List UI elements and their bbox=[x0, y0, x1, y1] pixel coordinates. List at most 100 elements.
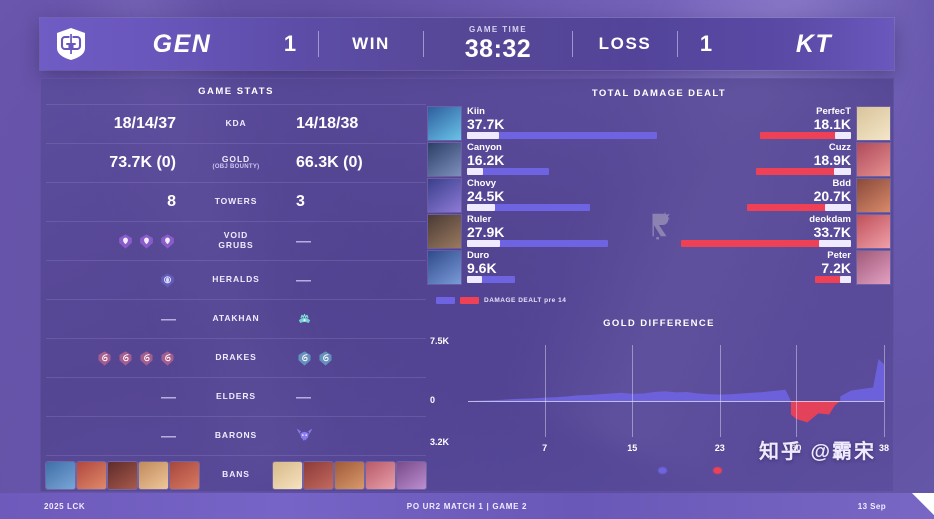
stat-row-heralds: HERALDS — bbox=[46, 261, 426, 300]
damage-row: Cuzz 18.9K bbox=[659, 142, 890, 179]
left-objective-icons bbox=[117, 233, 176, 250]
damage-bar bbox=[746, 204, 851, 211]
stat-right-text: 3 bbox=[296, 193, 305, 210]
game-stats-panel: GAME STATS 18/14/37 KDA 14/18/38 73.7K (0) G… bbox=[46, 86, 426, 495]
stat-left-text: — bbox=[161, 388, 176, 406]
stat-right-value: 3 bbox=[282, 193, 426, 211]
game-time-value: 38:32 bbox=[464, 34, 532, 63]
stat-row-drakes: DRAKES bbox=[46, 339, 426, 378]
damage-legend: DAMAGE DEALT pre 14 bbox=[428, 297, 890, 304]
baron-nashor-icon bbox=[296, 427, 313, 445]
stat-left-text: 8 bbox=[167, 193, 176, 210]
stat-right-value bbox=[282, 350, 426, 367]
damage-bar bbox=[467, 132, 657, 139]
stat-right-text: — bbox=[296, 388, 311, 406]
player-name: Canyon bbox=[467, 142, 502, 153]
x-gridline bbox=[544, 345, 546, 437]
right-team-result: LOSS bbox=[598, 34, 652, 53]
x-axis-tick-label: 15 bbox=[627, 443, 638, 453]
ban-portrait bbox=[108, 461, 137, 489]
player-damage-value: 16.2K bbox=[467, 152, 505, 168]
stat-right-text: 66.3K (0) bbox=[296, 154, 363, 171]
left-team-score: 1 bbox=[283, 31, 297, 56]
gold-difference-title: GOLD DIFFERENCE bbox=[603, 318, 715, 329]
champion-portrait bbox=[428, 107, 461, 140]
drake-icon bbox=[138, 350, 155, 367]
gold-chart-markers bbox=[468, 467, 884, 477]
player-name: Peter bbox=[827, 250, 851, 261]
player-name: Chovy bbox=[467, 178, 497, 189]
rift-herald-icon bbox=[159, 272, 176, 289]
drake-icon bbox=[117, 350, 134, 367]
damage-bar bbox=[467, 168, 549, 175]
y-axis-label-top: 7.5K bbox=[430, 336, 450, 346]
stat-left-value bbox=[46, 272, 190, 289]
footer-bar: 2025 LCK PO UR2 MATCH 1 | GAME 2 13 Sep bbox=[0, 493, 934, 519]
x-gridline bbox=[884, 345, 885, 437]
stat-label: GOLD (OBJ BOUNTY) bbox=[212, 153, 260, 171]
damage-row: Peter 7.2K bbox=[659, 250, 890, 287]
damage-row: Canyon 16.2K bbox=[428, 142, 659, 179]
header-divider bbox=[572, 31, 573, 57]
game-stats-title: GAME STATS bbox=[198, 86, 274, 97]
stat-row-kda: 18/14/37 KDA 14/18/38 bbox=[46, 104, 426, 144]
legend-swatch-blue bbox=[436, 297, 455, 304]
stat-label: BARONS bbox=[214, 430, 258, 441]
stat-row-void-grubs: VOID GRUBS — bbox=[46, 222, 426, 261]
champion-portrait bbox=[857, 251, 890, 284]
gold-chart-plot-area: 7 15 23 30 38 bbox=[468, 339, 889, 453]
stats-card: GAME STATS 18/14/37 KDA 14/18/38 73.7K (0) G… bbox=[40, 78, 894, 495]
y-axis-label-zero: 0 bbox=[430, 395, 436, 405]
damage-bar-pre14-segment bbox=[467, 240, 501, 247]
ban-portrait bbox=[77, 461, 106, 489]
damage-bar-pre14-segment bbox=[819, 240, 851, 247]
stat-right-value: 66.3K (0) bbox=[282, 154, 426, 172]
damage-bar-pre14-segment bbox=[839, 276, 851, 283]
gold-difference-area bbox=[468, 359, 884, 423]
damage-row: Bdd 20.7K bbox=[659, 178, 890, 215]
stat-label: KDA bbox=[225, 118, 247, 129]
damage-bar bbox=[814, 276, 851, 283]
stat-label: ELDERS bbox=[216, 391, 256, 402]
gen-g-logo-icon bbox=[40, 28, 102, 60]
stat-right-value bbox=[282, 427, 426, 445]
left-bans bbox=[46, 461, 199, 489]
right-team-name: KT bbox=[795, 29, 833, 58]
stat-row-bans: BANS bbox=[46, 456, 426, 495]
stat-right-value: — bbox=[282, 389, 426, 406]
left-team-name: GEN bbox=[152, 29, 212, 58]
damage-bar-pre14-segment bbox=[467, 204, 496, 211]
left-objective-icons bbox=[159, 272, 176, 289]
game-time-label: GAME TIME bbox=[469, 24, 527, 34]
damage-bar-pre14-segment bbox=[467, 132, 500, 139]
footer-date: 13 Sep bbox=[857, 501, 886, 511]
ban-portrait bbox=[139, 461, 168, 489]
x-gridline bbox=[632, 345, 634, 437]
damage-bar-pre14-segment bbox=[824, 204, 851, 211]
stat-row-barons: — BARONS bbox=[46, 417, 426, 456]
right-objective-icons bbox=[296, 311, 313, 328]
header-divider bbox=[423, 31, 424, 57]
stat-left-value: 73.7K (0) bbox=[46, 154, 190, 172]
void-grub-icon bbox=[138, 233, 155, 250]
stat-right-value bbox=[282, 311, 426, 328]
stat-label: VOID GRUBS bbox=[218, 230, 254, 250]
void-grub-icon bbox=[159, 233, 176, 250]
damage-bar-pre14-segment bbox=[834, 168, 851, 175]
champion-portrait bbox=[857, 179, 890, 212]
left-team-result: WIN bbox=[352, 34, 390, 53]
damage-bars: Kiin 37.7K Canyon 16.2K Chovy 24.5K Ruler 27.9K… bbox=[428, 106, 890, 293]
stat-label: TOWERS bbox=[214, 196, 258, 207]
legend-swatch-red bbox=[460, 297, 479, 304]
x-axis-tick-label: 30 bbox=[791, 443, 802, 453]
ban-portrait bbox=[170, 461, 199, 489]
right-objective-icons bbox=[296, 427, 313, 445]
damage-bar-pre14-segment bbox=[467, 168, 484, 175]
damage-bar bbox=[759, 132, 851, 139]
drake-icon bbox=[317, 350, 334, 367]
damage-row: PerfecT 18.1K bbox=[659, 106, 890, 143]
stat-label: DRAKES bbox=[215, 352, 257, 363]
damage-row: Ruler 27.9K bbox=[428, 214, 659, 251]
match-header-bar: GEN 1 WIN GAME TIME 38:32 LOSS 1 KT bbox=[40, 18, 894, 240]
